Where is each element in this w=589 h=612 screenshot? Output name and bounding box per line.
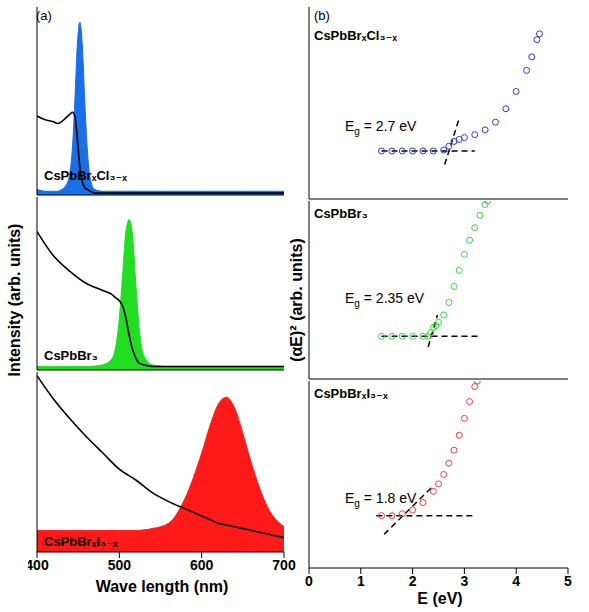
html-text:CsPbBrₓI₃₋ₓ: CsPbBrₓI₃₋ₓ [314,386,388,401]
html-text:(b): (b) [314,8,330,23]
svg-text:700: 700 [272,557,296,573]
svg-text:600: 600 [190,557,214,573]
html-text:Eg= 2.35 eV: Eg= 2.35 eV [345,290,425,309]
svg-text:(αE)² (arb. units): (αE)² (arb. units) [288,238,305,362]
html-text:Wave length (nm): Wave length (nm) [95,578,229,595]
svg-text:Intensity (arb. units): Intensity (arb. units) [6,224,23,377]
html-text:(a): (a) [36,8,52,23]
html-text:Eg= 1.8 eV: Eg= 1.8 eV [345,490,417,509]
svg-text:3: 3 [461,573,469,588]
html-text:E (eV): E (eV) [417,590,463,607]
html-text:CsPbBrₓCl₃₋ₓ: CsPbBrₓCl₃₋ₓ [314,28,398,43]
html-text:CsPbBrₓI₃₋ₓ: CsPbBrₓI₃₋ₓ [44,534,118,549]
svg-text:400: 400 [28,557,49,573]
svg-text:1: 1 [357,573,365,588]
html-text:CsPbBr₃: CsPbBr₃ [314,206,368,221]
html-text:CsPbBr₃: CsPbBr₃ [44,348,98,363]
svg-text:2: 2 [409,573,417,588]
html-text:CsPbBrₓCl₃₋ₓ: CsPbBrₓCl₃₋ₓ [44,168,128,183]
svg-text:4: 4 [512,573,520,588]
svg-text:0: 0 [305,573,313,588]
svg-text:500: 500 [108,557,132,573]
svg-text:5: 5 [564,573,572,588]
html-text:Eg= 2.7 eV: Eg= 2.7 eV [345,118,417,137]
